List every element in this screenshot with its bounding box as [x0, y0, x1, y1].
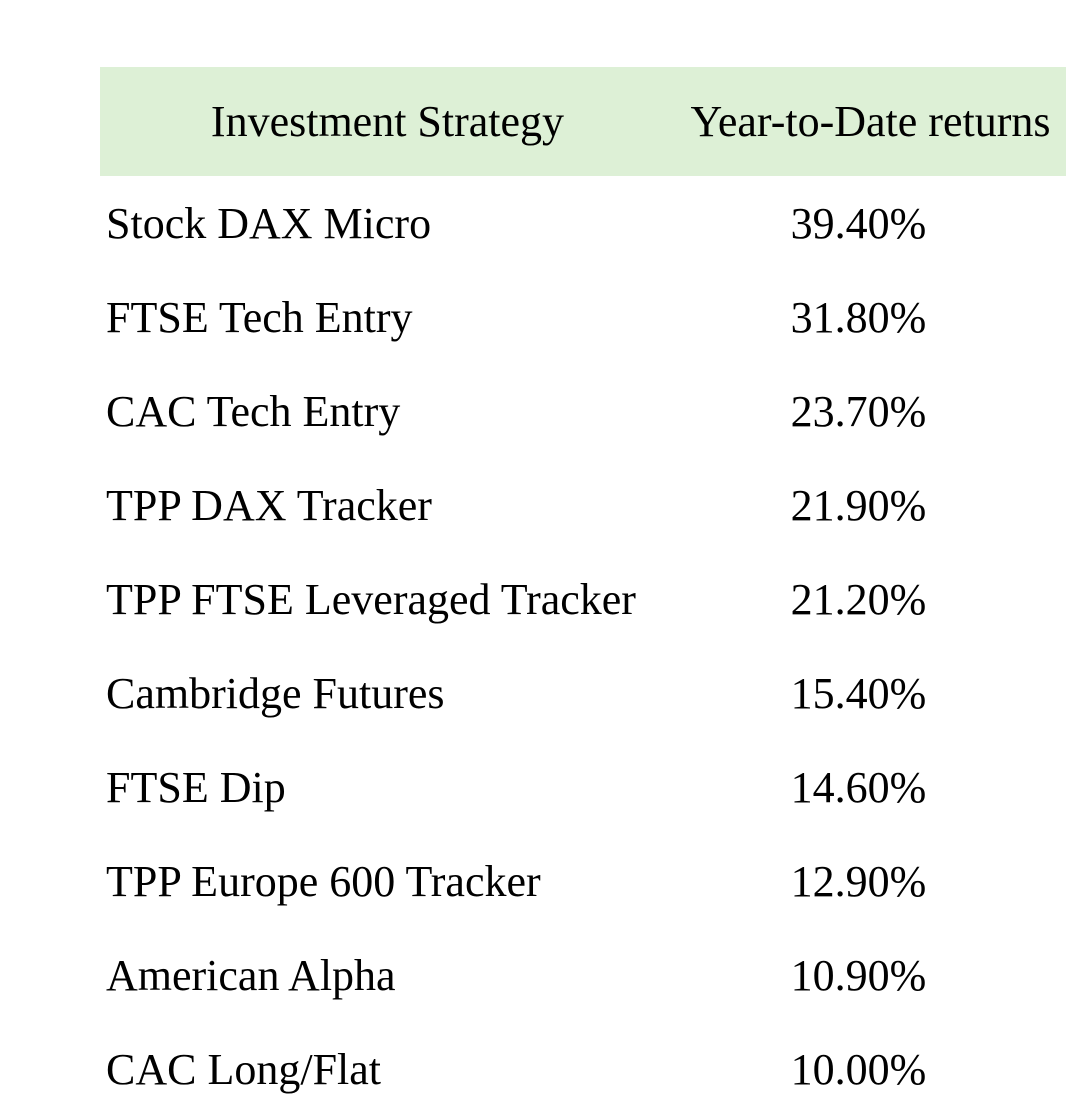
header-investment-strategy: Investment Strategy [100, 67, 675, 176]
table-header: Investment Strategy Year-to-Date returns [100, 67, 1066, 176]
header-ytd-returns: Year-to-Date returns [675, 67, 1066, 176]
strategy-name: Cambridge Futures [106, 668, 445, 718]
ytd-return-value: 10.90% [790, 950, 927, 1000]
table-row: TPP DAX Tracker 21.90% [100, 458, 1066, 552]
ytd-return-value: 39.40% [790, 198, 927, 248]
strategy-name: American Alpha [106, 950, 396, 1000]
ytd-return-value: 23.70% [790, 386, 927, 436]
ytd-return-value: 15.40% [790, 668, 927, 718]
table-row: CAC Long/Flat 10.00% [100, 1022, 1066, 1116]
strategy-name: FTSE Tech Entry [106, 292, 413, 342]
strategy-name: TPP DAX Tracker [106, 480, 432, 530]
ytd-return-value: 31.80% [790, 292, 927, 342]
strategy-name: CAC Long/Flat [106, 1044, 382, 1094]
table-row: FTSE Dip 14.60% [100, 740, 1066, 834]
strategy-name: Stock DAX Micro [106, 198, 432, 248]
strategy-name: CAC Tech Entry [106, 386, 401, 436]
ytd-return-value: 10.00% [790, 1044, 927, 1094]
returns-table: Investment Strategy Year-to-Date returns… [100, 67, 1066, 1116]
table-row: Cambridge Futures 15.40% [100, 646, 1066, 740]
table-row: FTSE Tech Entry 31.80% [100, 270, 1066, 364]
table-row: Stock DAX Micro 39.40% [100, 176, 1066, 270]
table-body: Stock DAX Micro 39.40% FTSE Tech Entry 3… [100, 176, 1066, 1116]
strategy-name: TPP FTSE Leveraged Tracker [106, 574, 636, 624]
ytd-return-value: 12.90% [790, 856, 927, 906]
table-row: CAC Tech Entry 23.70% [100, 364, 1066, 458]
table-row: TPP FTSE Leveraged Tracker 21.20% [100, 552, 1066, 646]
ytd-return-value: 21.90% [790, 480, 927, 530]
strategy-name: TPP Europe 600 Tracker [106, 856, 541, 906]
strategy-name: FTSE Dip [106, 762, 286, 812]
ytd-return-value: 21.20% [790, 574, 927, 624]
header-row: Investment Strategy Year-to-Date returns [100, 67, 1066, 176]
ytd-return-value: 14.60% [790, 762, 927, 812]
table-row: TPP Europe 600 Tracker 12.90% [100, 834, 1066, 928]
table-row: American Alpha 10.90% [100, 928, 1066, 1022]
